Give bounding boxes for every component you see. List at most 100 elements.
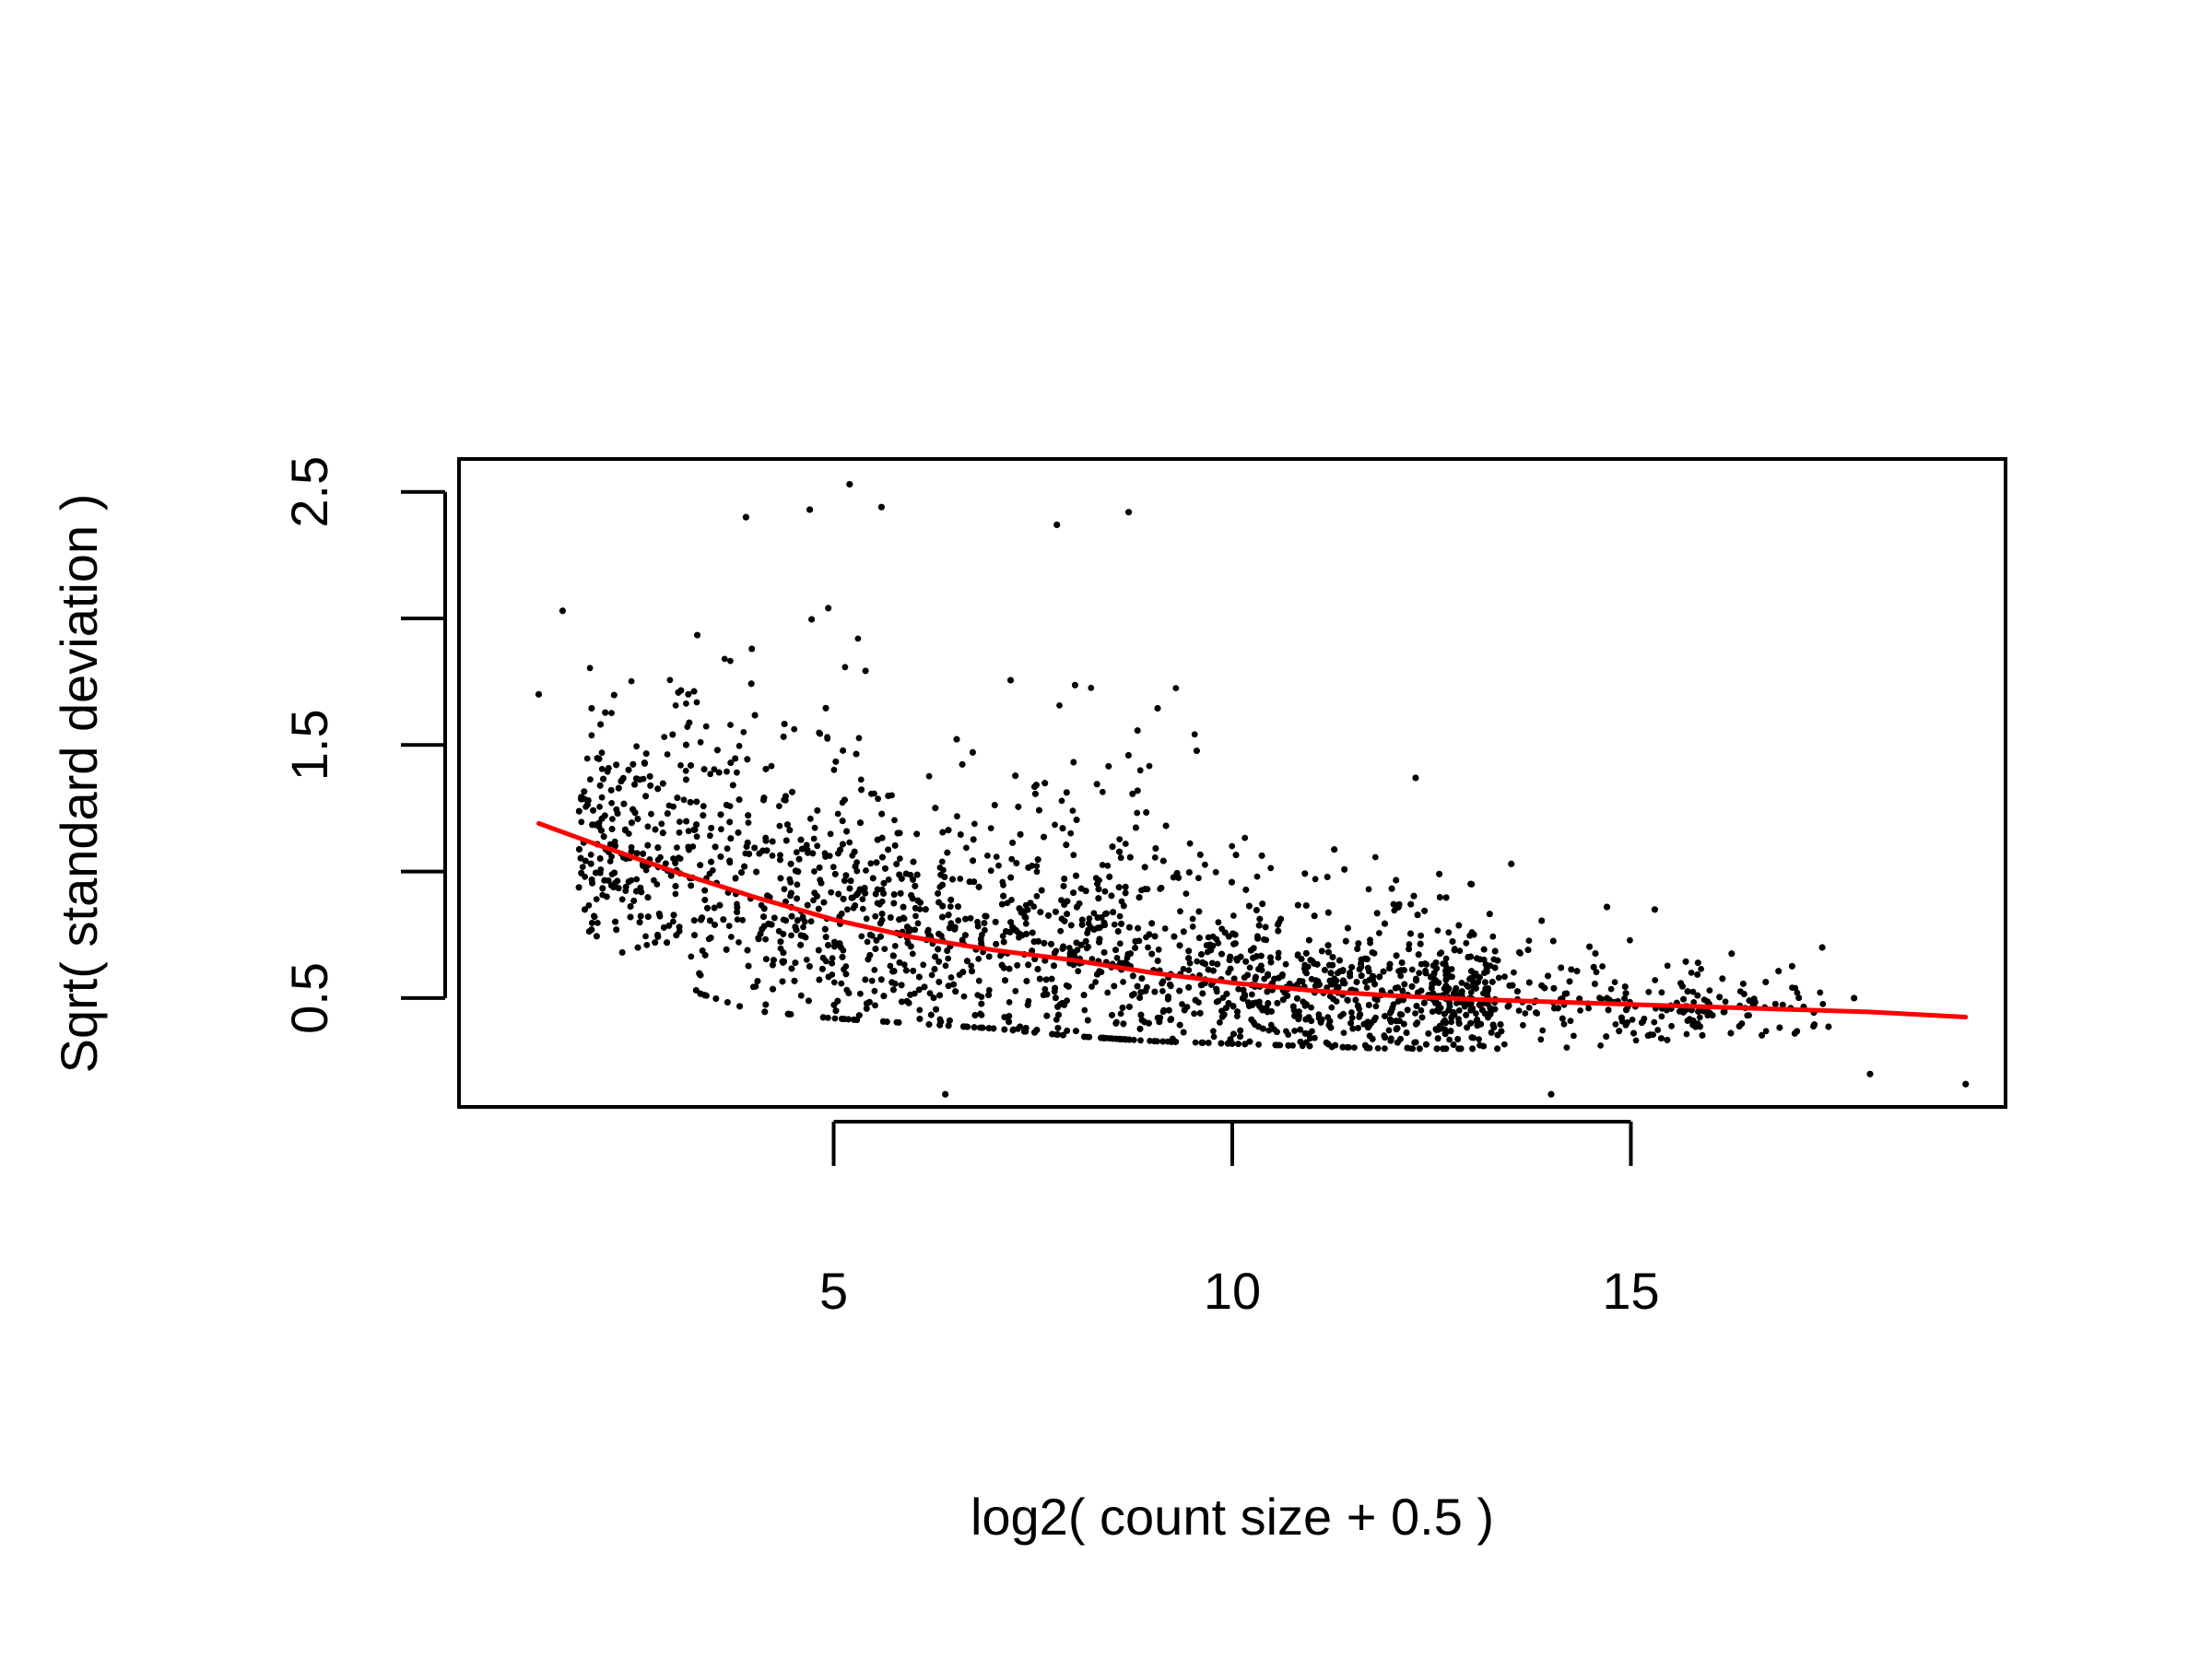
data-point xyxy=(1208,959,1216,967)
data-point xyxy=(982,926,988,934)
data-point xyxy=(1688,970,1695,976)
data-point xyxy=(1069,807,1077,814)
data-point xyxy=(598,749,606,757)
data-point xyxy=(1340,1030,1347,1036)
data-point xyxy=(1008,855,1016,863)
data-point xyxy=(877,900,883,908)
data-point xyxy=(1113,955,1121,961)
data-point xyxy=(840,895,847,902)
data-point xyxy=(653,881,661,888)
data-point xyxy=(712,922,718,928)
data-point xyxy=(1267,865,1275,872)
data-point xyxy=(633,876,641,883)
data-point xyxy=(1395,968,1402,975)
data-point xyxy=(680,796,688,804)
data-point xyxy=(993,853,1000,860)
data-point xyxy=(873,936,880,944)
data-point xyxy=(800,924,806,931)
data-point xyxy=(1585,1005,1592,1012)
data-point xyxy=(1689,988,1697,995)
data-point xyxy=(1597,1042,1604,1049)
data-point xyxy=(596,782,604,789)
data-point xyxy=(1186,959,1194,967)
data-point xyxy=(1645,988,1653,995)
data-point xyxy=(916,1006,924,1014)
data-point xyxy=(1654,1027,1662,1033)
data-point xyxy=(859,896,866,902)
data-point xyxy=(596,804,603,810)
data-point xyxy=(1445,929,1453,936)
data-point xyxy=(672,702,679,709)
data-point xyxy=(1446,1036,1453,1043)
data-point xyxy=(932,953,938,960)
data-point xyxy=(644,894,652,901)
data-point xyxy=(891,943,899,949)
data-point xyxy=(1116,836,1124,842)
data-point xyxy=(1021,913,1029,921)
data-point xyxy=(707,771,714,778)
data-point xyxy=(841,796,848,804)
data-point xyxy=(1539,1027,1547,1034)
data-point xyxy=(1690,999,1698,1006)
data-point xyxy=(718,826,724,833)
data-point xyxy=(1052,821,1058,829)
data-point xyxy=(975,977,982,984)
data-point xyxy=(727,722,734,728)
data-point xyxy=(945,827,952,834)
data-point xyxy=(1095,886,1102,893)
data-point xyxy=(811,868,818,875)
data-point xyxy=(1418,1014,1426,1021)
data-point xyxy=(1282,960,1289,968)
data-point xyxy=(769,853,776,859)
data-point xyxy=(1463,939,1470,947)
data-point xyxy=(1048,975,1055,982)
data-point xyxy=(1352,996,1359,1004)
data-point xyxy=(810,835,818,842)
data-point xyxy=(885,877,892,883)
data-point xyxy=(625,766,632,773)
data-point xyxy=(1817,989,1824,996)
data-point xyxy=(1055,1011,1062,1018)
data-point xyxy=(587,852,594,858)
data-point xyxy=(1265,1027,1273,1034)
data-point xyxy=(1506,982,1513,989)
data-point xyxy=(1706,987,1713,994)
data-point xyxy=(987,867,994,875)
data-point xyxy=(1448,966,1455,972)
data-point xyxy=(894,830,901,837)
data-point xyxy=(862,667,869,675)
data-point xyxy=(828,888,835,896)
data-point xyxy=(583,755,591,762)
data-point xyxy=(1213,935,1220,943)
data-point xyxy=(1041,780,1049,787)
data-point xyxy=(732,875,739,881)
data-point xyxy=(677,855,684,862)
data-point xyxy=(1151,1038,1158,1045)
data-point xyxy=(1658,1035,1665,1041)
data-point xyxy=(1455,1007,1463,1014)
data-point xyxy=(967,914,974,922)
data-point xyxy=(1134,809,1141,817)
data-point xyxy=(1312,1034,1318,1041)
data-point xyxy=(811,824,818,831)
data-point xyxy=(659,830,666,837)
data-point xyxy=(587,860,594,867)
data-point xyxy=(780,949,787,956)
data-point xyxy=(1367,936,1373,944)
data-point xyxy=(1393,952,1400,959)
data-point xyxy=(611,869,618,877)
data-point xyxy=(1033,863,1041,869)
data-point xyxy=(939,913,946,921)
data-point xyxy=(829,955,836,961)
data-point xyxy=(1088,983,1095,990)
data-point xyxy=(896,959,903,966)
data-point xyxy=(1275,949,1282,957)
data-point xyxy=(1390,900,1397,908)
data-point xyxy=(1308,1018,1315,1024)
data-point xyxy=(1041,985,1049,993)
data-point xyxy=(1794,989,1801,996)
data-point xyxy=(984,853,991,859)
data-point xyxy=(825,942,831,948)
data-point xyxy=(819,955,827,961)
data-point xyxy=(1469,1045,1476,1053)
